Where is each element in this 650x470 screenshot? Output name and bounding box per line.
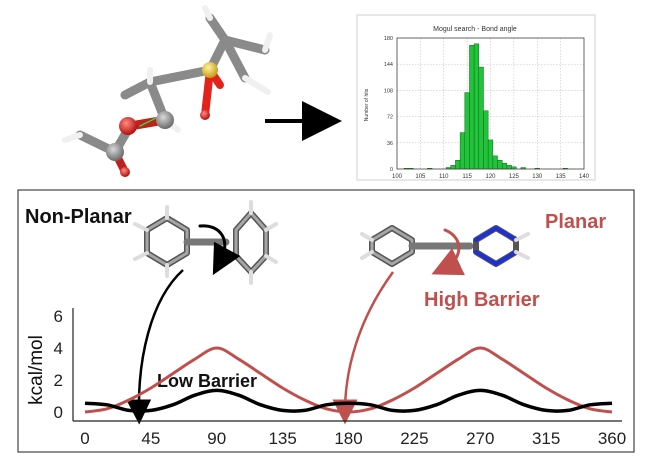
torsion-xtick-label: 90 [207,429,226,448]
histogram-bar [501,162,508,170]
planar-energy-curve [84,346,613,414]
histogram-ytick-label: 0 [390,167,393,173]
histogram-ytick-label: 72 [387,115,393,121]
histogram-bar [469,45,475,170]
high-barrier-label: High Barrier [424,289,540,311]
histogram-bar [483,110,489,170]
torsion-xtick-label: 270 [466,429,494,448]
histogram-bar [450,165,456,170]
phenylpyrimidine-molecule [360,225,530,276]
histogram-bar [464,92,470,170]
biphenyl-molecule [133,200,278,285]
histogram-ytick-label: 144 [384,62,393,68]
histogram-bar [478,66,484,170]
histogram-title: Mogul search - Bond angle [433,26,517,33]
torsion-axes [72,308,622,422]
torsion-xtick-label: 0 [80,429,89,448]
histogram-xtick-label: 130 [532,174,543,180]
planar-label: Planar [545,211,606,233]
histogram-bar [455,160,461,170]
non-planar-label: Non-Planar [25,206,132,228]
torsion-xtick-label: 360 [598,429,626,448]
torsion-xtick-label: 45 [141,429,160,448]
nonplanar-energy-curve [84,388,613,413]
histogram-bar [497,160,503,170]
histogram-bar [492,155,498,170]
histogram-xtick-label: 105 [415,174,426,180]
torsion-ytick-label: 4 [54,339,63,358]
histogram-ytick-label: 108 [384,88,393,94]
torsion-xtick-label: 225 [400,429,428,448]
histogram-xtick-label: 110 [439,174,449,180]
low-barrier-label: Low Barrier [157,371,257,391]
histogram-panel: Mogul search - Bond angle Number of hits… [356,14,596,181]
molecule-3d-model [62,5,273,177]
histogram-ytick-label: 36 [387,141,393,147]
torsion-ticks: 0 45 90 135 180 225 270 315 360 0 2 4 6 [54,307,627,448]
torsion-xtick-label: 180 [334,429,362,448]
torsion-panel-frame [17,189,635,453]
torsion-ytick-label: 0 [54,403,63,422]
torsion-xtick-label: 315 [532,429,560,448]
torsion-ytick-label: 2 [54,371,63,390]
histogram-bar [506,165,512,170]
histogram-bar [459,132,466,170]
histogram-xtick-label: 120 [485,174,496,180]
histogram-ytick-label: 180 [384,36,393,42]
histogram-xtick-label: 125 [509,174,520,180]
torsion-xtick-label: 135 [268,429,296,448]
torsion-ylabel: kcal/mol [26,335,47,405]
histogram-xtick-label: 100 [392,174,403,180]
torsion-series [84,346,613,414]
histogram-ylabel: Number of hits [364,88,370,121]
histogram-xtick-label: 115 [462,174,472,180]
histogram-bar [473,43,480,170]
histogram-ticks: 100 105 110 115 120 125 130 135 140 0 36 72 108 144 18… [384,36,590,180]
histogram-bar [487,139,494,170]
histogram-xtick-label: 135 [556,174,567,180]
histogram-xtick-label: 140 [579,174,590,180]
planar-pointer-arrow [332,271,395,425]
torsion-ytick-label: 6 [54,307,63,326]
